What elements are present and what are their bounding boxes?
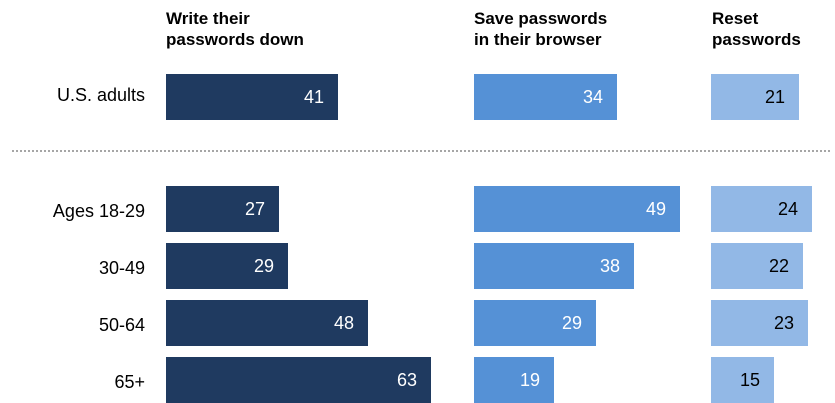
bar-reset-4 bbox=[711, 357, 774, 403]
value-label-reset-3: 23 bbox=[773, 313, 794, 333]
row-label-50-64: 50-64 bbox=[98, 315, 145, 335]
value-label-save-browser-2: 38 bbox=[599, 256, 620, 276]
panel-header-write-down: Write their passwords down bbox=[166, 9, 304, 49]
value-label-save-browser-4: 19 bbox=[519, 370, 540, 390]
group-separator bbox=[12, 150, 830, 152]
row-label-ages-18-29: Ages 18-29 bbox=[52, 201, 145, 221]
bar-write-down-1 bbox=[166, 186, 279, 232]
value-label-reset-1: 24 bbox=[777, 199, 798, 219]
value-label-save-browser-3: 29 bbox=[561, 313, 582, 333]
bar-write-down-4 bbox=[166, 357, 431, 403]
bar-write-down-2 bbox=[166, 243, 288, 289]
bar-save-browser-1 bbox=[474, 186, 680, 232]
value-label-reset-2: 22 bbox=[768, 256, 789, 276]
value-label-write-down-0: 41 bbox=[303, 87, 324, 107]
value-label-write-down-2: 29 bbox=[253, 256, 274, 276]
bar-write-down-0 bbox=[166, 74, 338, 120]
value-label-write-down-1: 27 bbox=[244, 199, 265, 219]
bar-reset-3 bbox=[711, 300, 808, 346]
panel-header-reset: Reset passwords bbox=[712, 9, 801, 49]
bar-save-browser-2 bbox=[474, 243, 634, 289]
bar-save-browser-3 bbox=[474, 300, 596, 346]
value-label-reset-0: 21 bbox=[764, 87, 785, 107]
bar-reset-2 bbox=[711, 243, 803, 289]
row-label-us-adults: U.S. adults bbox=[56, 85, 145, 105]
value-label-save-browser-0: 34 bbox=[582, 87, 603, 107]
value-label-write-down-3: 48 bbox=[333, 313, 354, 333]
bar-reset-1 bbox=[711, 186, 812, 232]
row-label-65-plus: 65+ bbox=[114, 372, 145, 392]
value-label-write-down-4: 63 bbox=[396, 370, 417, 390]
bar-save-browser-0 bbox=[474, 74, 617, 120]
bar-save-browser-4 bbox=[474, 357, 554, 403]
row-label-30-49: 30-49 bbox=[98, 258, 145, 278]
value-label-save-browser-1: 49 bbox=[645, 199, 666, 219]
value-label-reset-4: 15 bbox=[739, 370, 760, 390]
panel-header-save-browser: Save passwords in their browser bbox=[474, 9, 608, 49]
bar-reset-0 bbox=[711, 74, 799, 120]
bar-write-down-3 bbox=[166, 300, 368, 346]
